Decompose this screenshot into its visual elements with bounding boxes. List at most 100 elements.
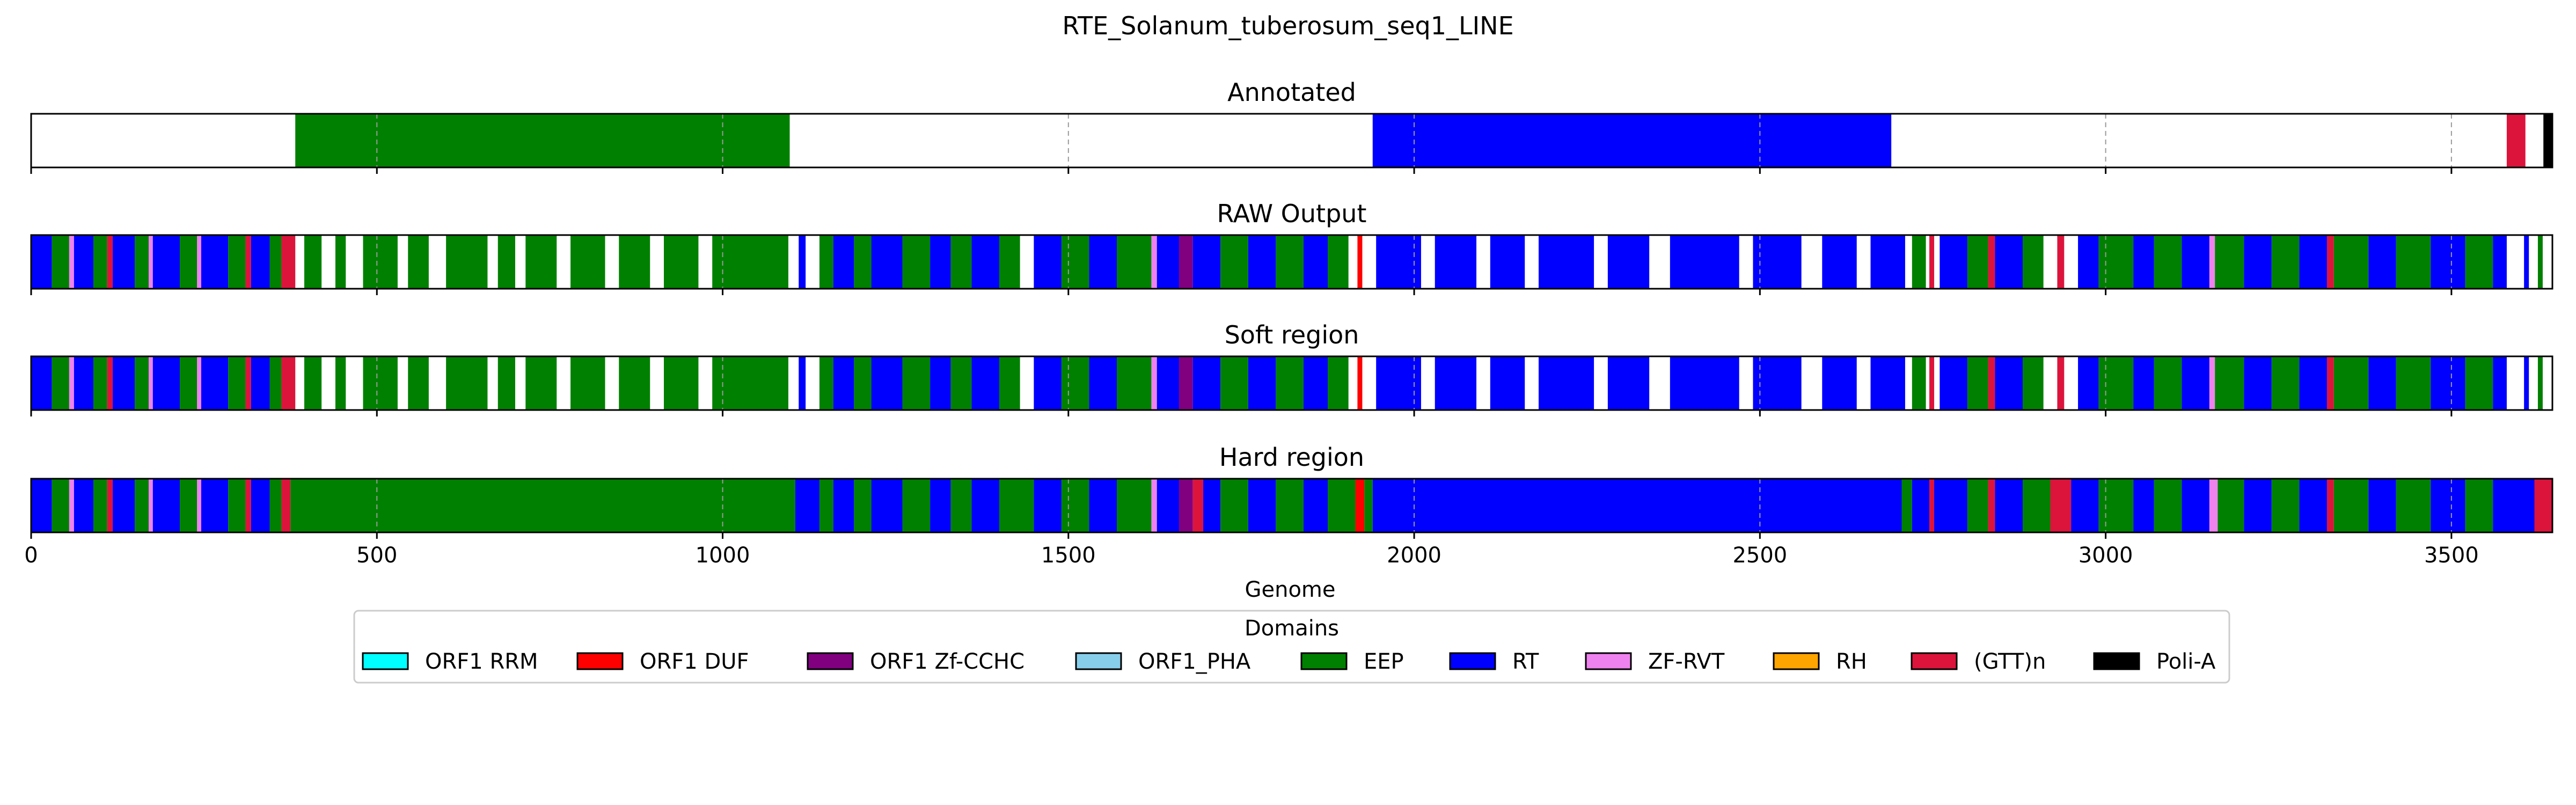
- legend-title: Domains: [1245, 616, 1339, 641]
- segment-eep: [664, 235, 699, 289]
- figure-title: RTE_Solanum_tuberosum_seq1_LINE: [1062, 11, 1513, 40]
- segment--gtt-n: [1988, 235, 1995, 289]
- segment-rt: [1089, 235, 1117, 289]
- segment-eep: [93, 356, 107, 410]
- segment-eep: [902, 235, 931, 289]
- segment-eep: [2333, 356, 2369, 410]
- tracks-layer: Annotated RAW Output Soft region Hard regio…: [30, 78, 2553, 539]
- segment-eep: [2022, 356, 2044, 410]
- segment-rt: [31, 356, 52, 410]
- segment-zf-rvt: [197, 235, 201, 289]
- x-tick-label: 0: [24, 543, 38, 568]
- segment-rt: [1089, 356, 1117, 410]
- x-tick-label: 1500: [1041, 543, 1096, 568]
- segment-eep: [290, 479, 795, 532]
- segment-zf-rvt: [149, 235, 153, 289]
- segment-rt: [1995, 479, 2023, 532]
- segment-rt: [833, 235, 854, 289]
- segment-rt: [1435, 235, 1477, 289]
- x-tick-label: 1000: [696, 543, 750, 568]
- segment-rt: [2299, 479, 2327, 532]
- segment-eep: [1220, 479, 1248, 532]
- segment-rt: [2244, 479, 2272, 532]
- segment-eep: [1117, 235, 1152, 289]
- legend-label: RH: [1836, 649, 1867, 674]
- segment-eep: [1061, 235, 1089, 289]
- segment--gtt-n: [1988, 479, 1995, 532]
- segment--gtt-n: [1929, 479, 1935, 532]
- segment-rt: [1034, 356, 1062, 410]
- segment-eep: [2154, 479, 2182, 532]
- segment-rt: [930, 235, 951, 289]
- segment-eep: [1061, 356, 1089, 410]
- segment-eep: [228, 479, 246, 532]
- segment-eep: [664, 356, 699, 410]
- segment-zf-rvt: [69, 235, 74, 289]
- segment-rt: [251, 235, 270, 289]
- segment-rt: [1203, 479, 1221, 532]
- segment-rt: [2493, 356, 2507, 410]
- legend-item: ORF1 DUF: [576, 649, 749, 674]
- segment-eep: [854, 235, 872, 289]
- segment-zf-rvt: [197, 479, 201, 532]
- segment-eep: [1967, 479, 1988, 532]
- segment-zf-rvt: [149, 356, 153, 410]
- legend-item: RT: [1449, 649, 1539, 674]
- segment--gtt-n: [2057, 356, 2065, 410]
- segment-zf-rvt: [197, 356, 201, 410]
- segment-eep: [135, 235, 149, 289]
- segment--gtt-n: [2326, 235, 2334, 289]
- legend-label: ORF1_PHA: [1138, 649, 1251, 674]
- segment-rt: [113, 235, 135, 289]
- legend-item: RH: [1773, 649, 1867, 674]
- legend-swatch: [576, 652, 624, 670]
- segment-eep: [1117, 356, 1152, 410]
- segment-eep: [1967, 356, 1988, 410]
- segment-rt: [1372, 479, 1902, 532]
- segment-rt: [833, 479, 854, 532]
- segment--gtt-n: [107, 479, 113, 532]
- x-axis-label: Genome: [1245, 577, 1335, 602]
- segment-rt: [1303, 356, 1328, 410]
- segment--gtt-n: [281, 356, 296, 410]
- segment-rt: [201, 479, 229, 532]
- legend-item: (GTT)n: [1911, 649, 2046, 674]
- segment-rt: [795, 479, 819, 532]
- segment-eep: [2271, 479, 2300, 532]
- segment--gtt-n: [2326, 356, 2334, 410]
- legend: Domains ORF1 RRM ORF1 DUF ORF1 Zf-CCHC ORF1…: [353, 610, 2230, 684]
- segment-orf1-zf-cchc: [1179, 356, 1193, 410]
- segment-rt: [2431, 235, 2465, 289]
- segment-rt: [2182, 356, 2209, 410]
- track-title: Soft region: [1225, 320, 1359, 349]
- segment-eep: [363, 235, 398, 289]
- segment-eep: [854, 356, 872, 410]
- legend-item: ORF1 Zf-CCHC: [807, 649, 1024, 674]
- segment-eep: [135, 479, 149, 532]
- segment-eep: [446, 235, 488, 289]
- x-tick-label: 500: [356, 543, 397, 568]
- segment-eep: [2271, 356, 2300, 410]
- segment-rt: [2431, 479, 2465, 532]
- segment-rt: [2133, 356, 2154, 410]
- segment-rt: [2299, 356, 2327, 410]
- segment-eep: [269, 235, 282, 289]
- segment-eep: [819, 235, 833, 289]
- segment-zf-rvt: [1151, 479, 1157, 532]
- segment-rt: [2493, 235, 2507, 289]
- track-hard-region: Hard region: [30, 443, 2553, 539]
- segment-eep: [1220, 356, 1248, 410]
- segment-eep: [1912, 356, 1926, 410]
- segment--gtt-n: [1988, 356, 1995, 410]
- segment-eep: [2215, 356, 2244, 410]
- segment-rt: [1157, 479, 1179, 532]
- track-title: Hard region: [1219, 443, 1364, 472]
- segment-rt: [2368, 479, 2396, 532]
- segment--gtt-n: [2050, 479, 2072, 532]
- segment-rt: [201, 356, 229, 410]
- segment-rt: [2182, 235, 2209, 289]
- segment-eep: [93, 235, 107, 289]
- segment-eep: [1967, 235, 1988, 289]
- segment--gtt-n: [245, 479, 251, 532]
- legend-swatch: [807, 652, 854, 670]
